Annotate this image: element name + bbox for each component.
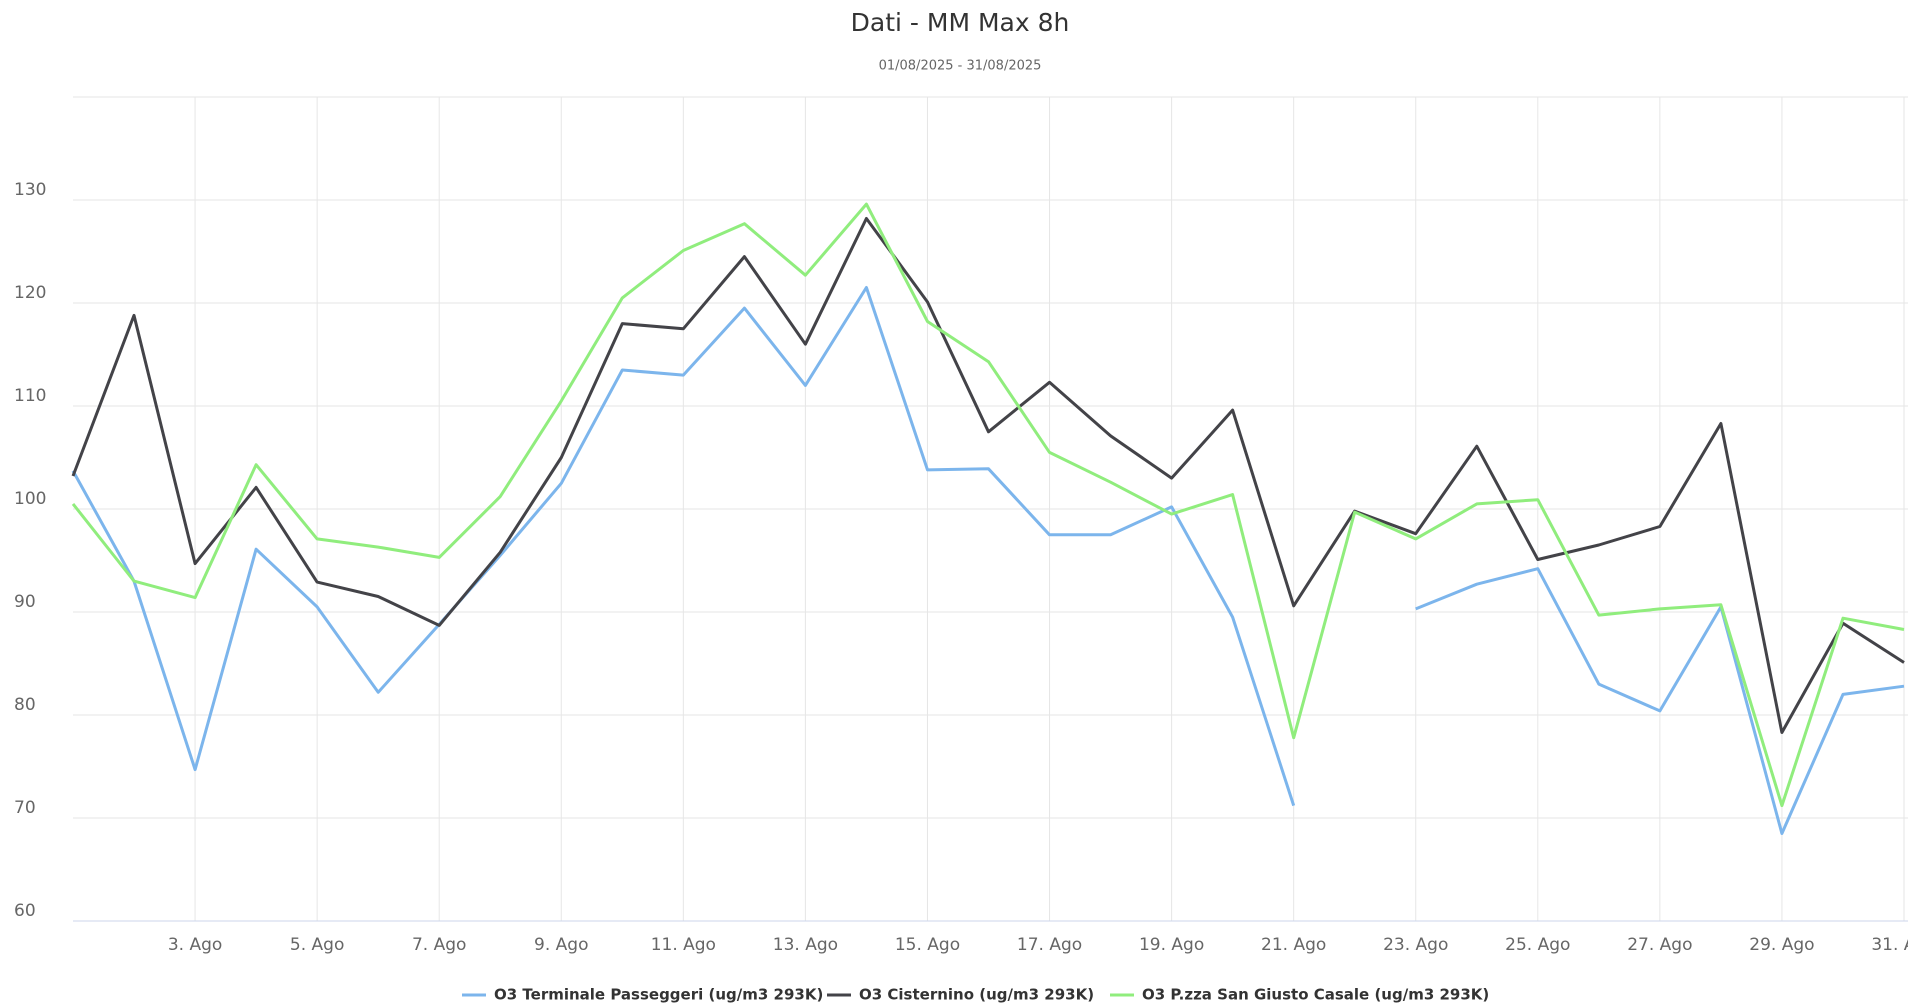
x-tick-label: 21. Ago bbox=[1261, 935, 1326, 955]
series-line bbox=[1415, 567, 1905, 835]
x-tick-label: 9. Ago bbox=[534, 935, 588, 955]
x-tick-label: 5. Ago bbox=[290, 935, 344, 955]
x-tick-label: 3. Ago bbox=[168, 935, 222, 955]
x-tick-label: 29. Ago bbox=[1749, 935, 1814, 955]
x-tick-label: 15. Ago bbox=[895, 935, 960, 955]
legend-label[interactable]: O3 Terminale Passeggeri (ug/m3 293K) bbox=[494, 986, 823, 1004]
legend-label[interactable]: O3 P.zza San Giusto Casale (ug/m3 293K) bbox=[1142, 986, 1489, 1004]
x-tick-label: 7. Ago bbox=[412, 935, 466, 955]
x-tick-label: 11. Ago bbox=[651, 935, 716, 955]
series-line bbox=[71, 217, 1905, 734]
y-tick-label: 130 bbox=[14, 180, 46, 200]
series-line bbox=[71, 286, 1296, 807]
y-tick-label: 120 bbox=[14, 283, 46, 303]
chart-title: Dati - MM Max 8h bbox=[851, 8, 1070, 37]
legend-label[interactable]: O3 Cisternino (ug/m3 293K) bbox=[859, 986, 1094, 1004]
y-tick-label: 80 bbox=[14, 695, 36, 715]
y-tick-label: 60 bbox=[14, 901, 36, 921]
y-tick-label: 90 bbox=[14, 592, 36, 612]
x-tick-label: 19. Ago bbox=[1139, 935, 1204, 955]
x-tick-label: 25. Ago bbox=[1505, 935, 1570, 955]
x-tick-label: 27. Ago bbox=[1627, 935, 1692, 955]
y-tick-label: 100 bbox=[14, 489, 46, 509]
y-tick-label: 70 bbox=[14, 798, 36, 818]
series-line bbox=[71, 202, 1905, 808]
x-tick-label: 31. Ago bbox=[1871, 935, 1908, 955]
y-tick-label: 110 bbox=[14, 386, 46, 406]
x-tick-label: 23. Ago bbox=[1383, 935, 1448, 955]
chart-subtitle: 01/08/2025 - 31/08/2025 bbox=[879, 59, 1042, 74]
x-tick-label: 13. Ago bbox=[773, 935, 838, 955]
x-tick-label: 17. Ago bbox=[1017, 935, 1082, 955]
